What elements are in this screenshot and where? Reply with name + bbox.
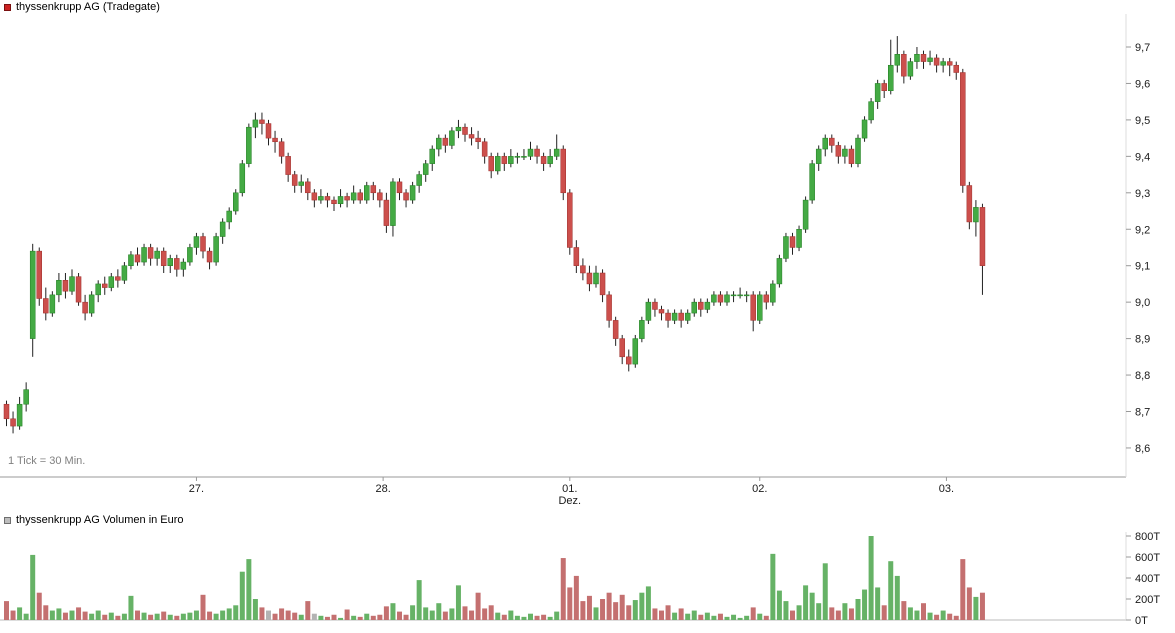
volume-axes: 800T 600T 400T 200T 0T — [0, 531, 1160, 627]
price-y-tick-label: 9,1 — [1135, 261, 1150, 273]
volume-bars — [4, 536, 985, 620]
price-y-tick-label: 8,7 — [1135, 407, 1150, 419]
volume-y-tick-label: 800T — [1135, 531, 1160, 543]
tick-interval-note: 1 Tick = 30 Min. — [8, 455, 86, 467]
price-y-tick-label: 9,3 — [1135, 188, 1150, 200]
price-y-tick-label: 9,7 — [1135, 42, 1150, 54]
volume-y-tick-label: 400T — [1135, 573, 1160, 585]
price-y-tick-label: 9,4 — [1135, 151, 1150, 163]
price-chart-title: thyssenkrupp AG (Tradegate) — [16, 1, 160, 13]
price-chart-header: thyssenkrupp AG (Tradegate) — [4, 1, 160, 13]
price-x-tick-label: 28. — [375, 483, 390, 495]
volume-chart-header: thyssenkrupp AG Volumen in Euro — [4, 514, 184, 526]
price-y-tick-label: 8,9 — [1135, 334, 1150, 346]
price-x-tick-label: 01. — [562, 483, 577, 495]
volume-y-tick-label: 0T — [1135, 615, 1148, 627]
price-y-tick-label: 8,6 — [1135, 443, 1150, 455]
volume-y-tick-label: 200T — [1135, 594, 1160, 606]
volume-legend-icon — [4, 516, 11, 524]
price-x-axis-labels: 27. 28. 01.Dez. 02. 03. — [189, 477, 954, 507]
price-legend-icon — [4, 3, 11, 11]
price-x-tick-label: 03. — [939, 483, 954, 495]
price-y-tick-label: 9,6 — [1135, 78, 1150, 90]
price-x-tick-label: 02. — [752, 483, 767, 495]
price-candlestick-chart: 9,79,69,59,49,39,29,19,08,98,88,78,627. 2… — [0, 14, 1150, 507]
price-axes: 9,7 9,6 9,5 9,4 9,3 9,2 9,1 9,0 8,9 8,8 8,7 8,6 — [0, 14, 1150, 478]
volume-bar-chart: 800T 600T 400T 200T 0T — [0, 531, 1160, 627]
price-y-tick-label: 9,0 — [1135, 297, 1150, 309]
price-y-tick-label: 9,2 — [1135, 224, 1150, 236]
volume-y-tick-label: 600T — [1135, 552, 1160, 564]
volume-chart-title: thyssenkrupp AG Volumen in Euro — [16, 514, 184, 526]
month-label: Dez. — [558, 495, 581, 507]
candles — [3, 36, 986, 434]
price-y-tick-label: 8,8 — [1135, 370, 1150, 382]
price-y-tick-label: 9,5 — [1135, 115, 1150, 127]
price-x-tick-label: 27. — [189, 483, 204, 495]
